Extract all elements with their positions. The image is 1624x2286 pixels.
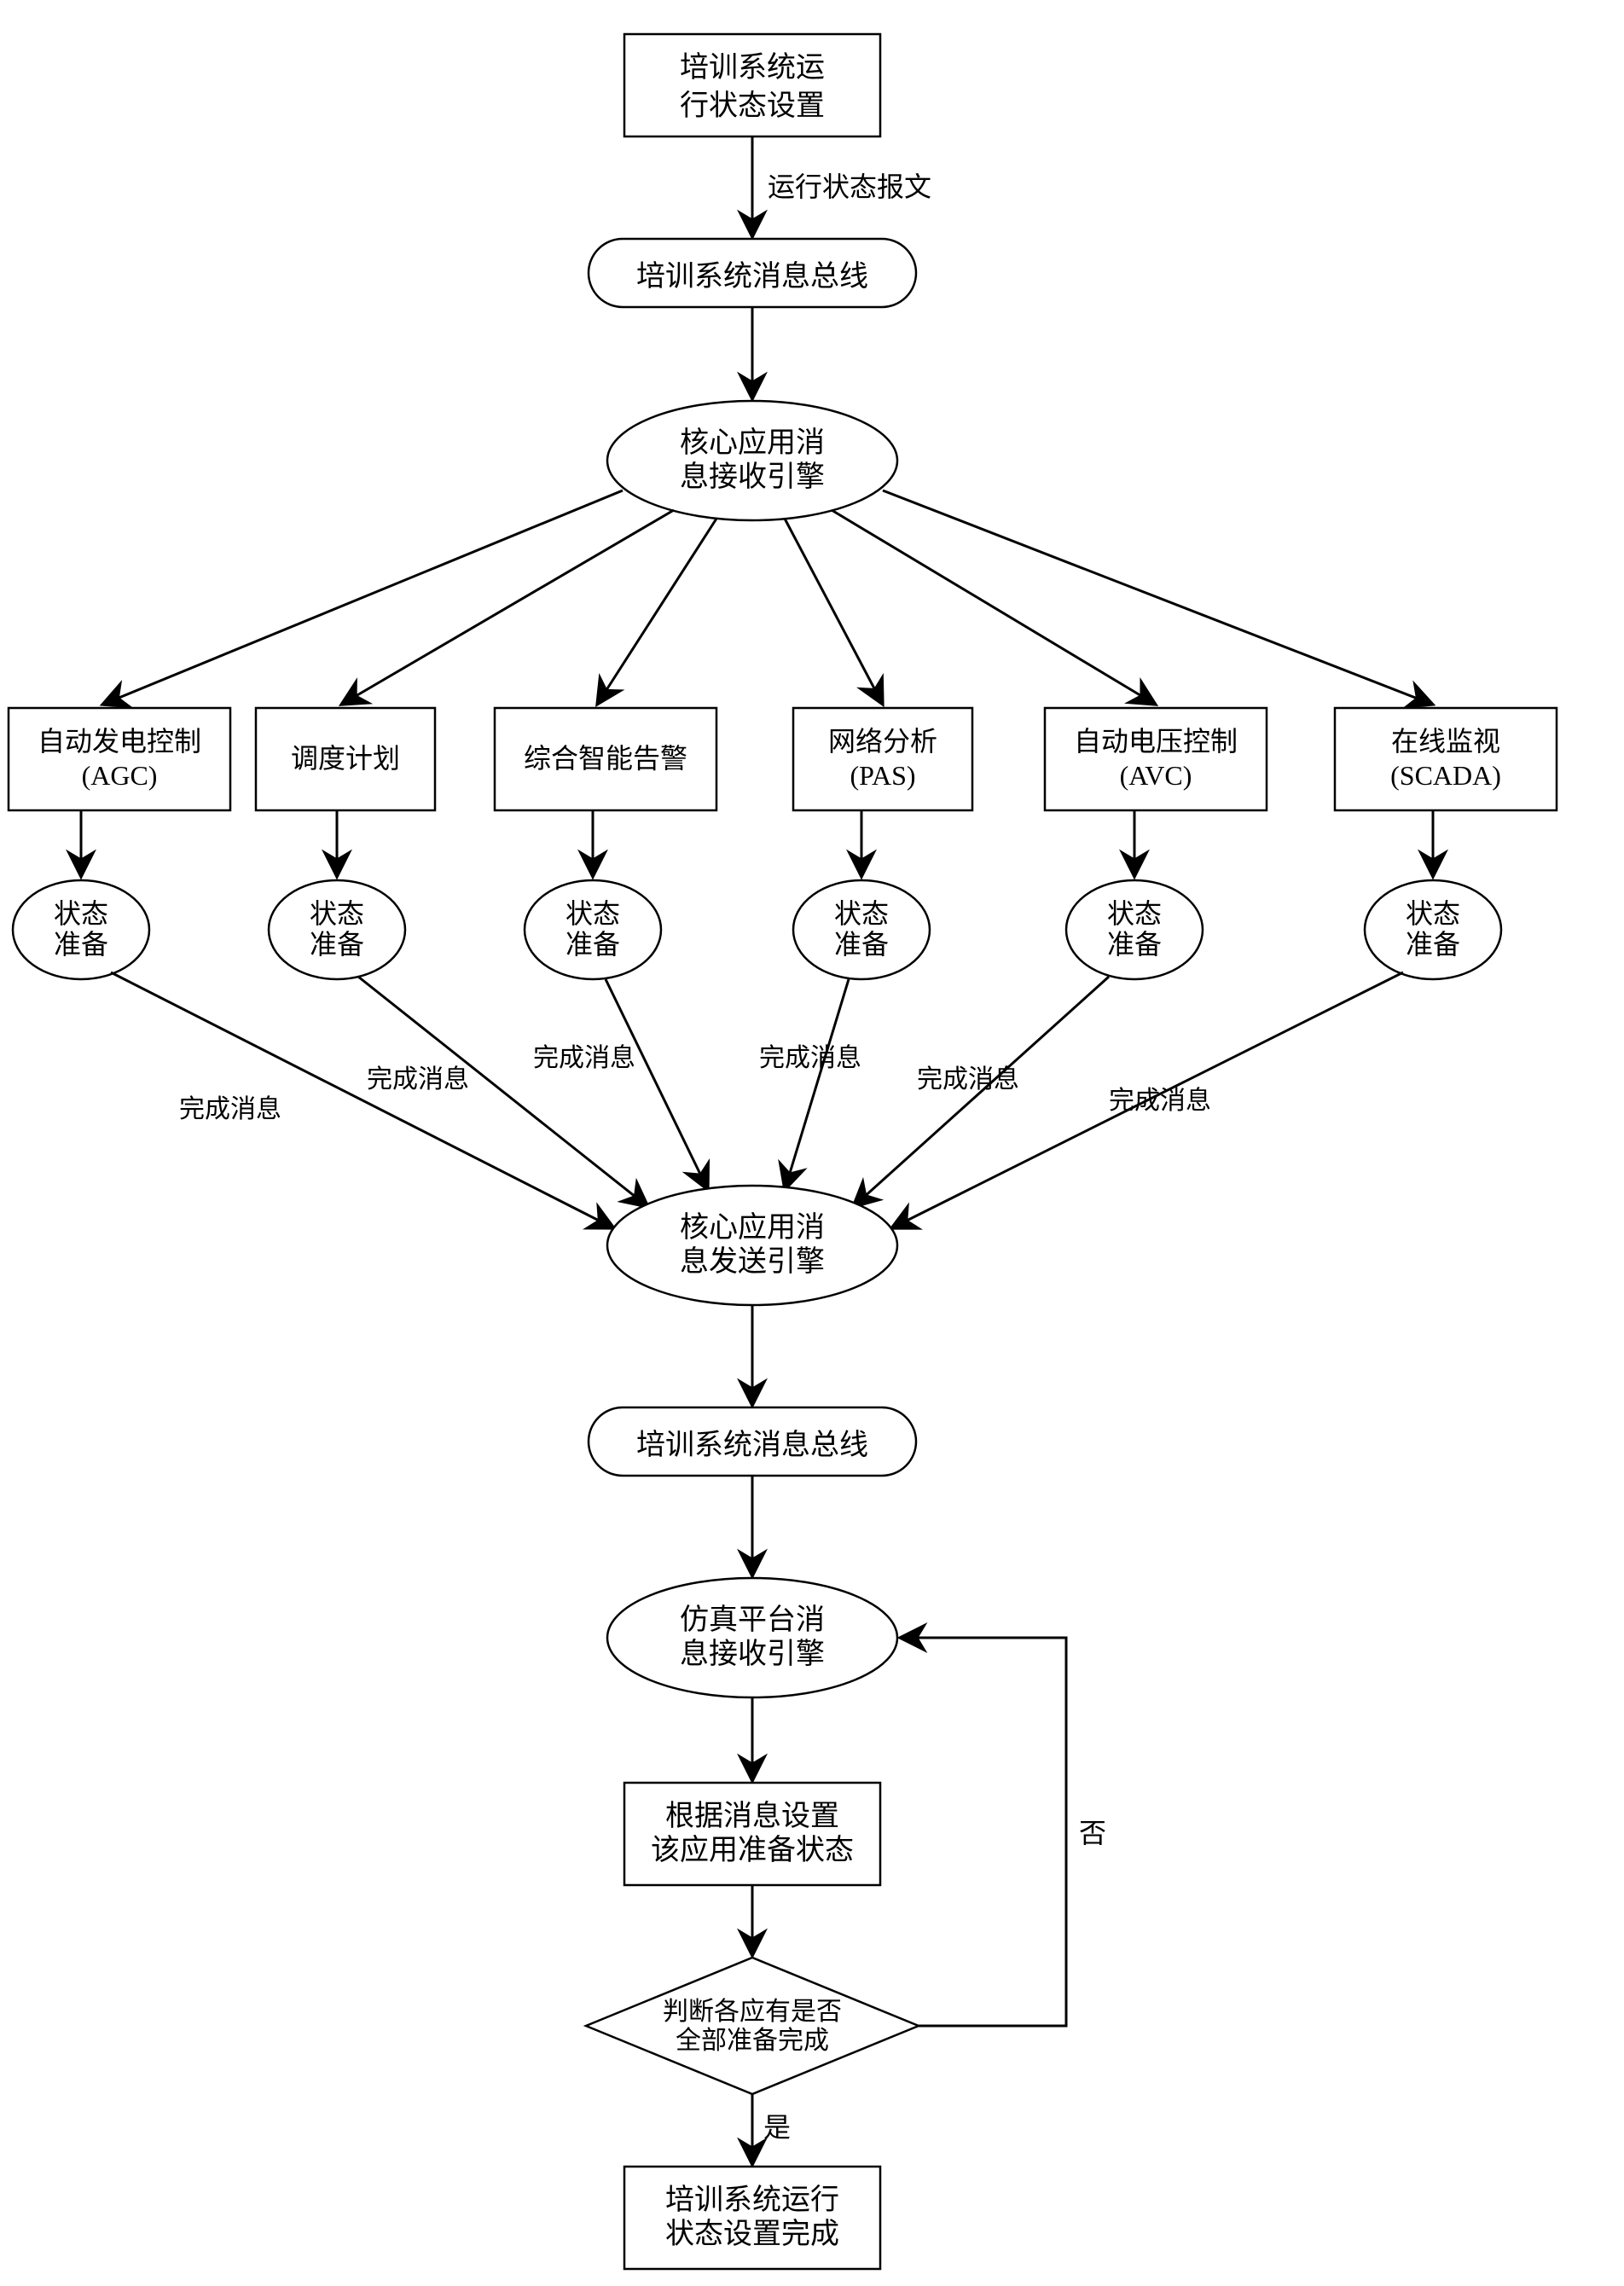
- n7-l0: 根据消息设置: [665, 1800, 839, 1832]
- node-m6: [1335, 708, 1557, 810]
- s5-l0: 状态: [1107, 898, 1162, 929]
- s1-l1: 准备: [54, 929, 108, 960]
- n1-l0: 培训系统运: [680, 51, 825, 84]
- m4-l0: 网络分析: [828, 726, 937, 757]
- m5-l0: 自动电压控制: [1074, 726, 1238, 757]
- edge-n3-m6: [883, 490, 1433, 705]
- s5-l1: 准备: [1107, 929, 1162, 960]
- node-n7: [624, 1783, 880, 1885]
- m1-l0: 自动发电控制: [38, 726, 201, 757]
- m6-l0: 在线监视: [1391, 726, 1500, 757]
- n3-l1: 息接收引擎: [680, 461, 825, 493]
- edge-label-c1: 完成消息: [179, 1095, 281, 1123]
- s2-l1: 准备: [310, 929, 364, 960]
- node-n8: [586, 1958, 919, 2094]
- s4-l0: 状态: [834, 898, 889, 929]
- m1-l1: (AGC): [82, 760, 158, 791]
- node-m1: [9, 708, 230, 810]
- edge-label-c2: 完成消息: [367, 1065, 469, 1094]
- n4-l0: 核心应用消: [680, 1211, 825, 1244]
- edge-label-yes: 是: [763, 2112, 791, 2143]
- edge-label-e1: 运行状态报文: [768, 171, 931, 202]
- n6-l0: 仿真平台消: [680, 1604, 825, 1636]
- s4-l1: 准备: [834, 929, 889, 960]
- n6-l1: 息接收引擎: [680, 1638, 825, 1670]
- node-m5: [1045, 708, 1267, 810]
- m3-l0: 综合智能告警: [524, 743, 687, 774]
- s1-l0: 状态: [54, 898, 108, 929]
- edge-label-c6: 完成消息: [1109, 1087, 1211, 1115]
- s6-l1: 准备: [1406, 929, 1460, 960]
- n1-l1: 行状态设置: [680, 90, 825, 122]
- edge-s4-n4: [785, 979, 849, 1190]
- edge-n3-m4: [785, 519, 883, 705]
- n9-l1: 状态设置完成: [665, 2218, 839, 2250]
- s3-l0: 状态: [566, 898, 620, 929]
- node-n6: [607, 1578, 897, 1697]
- n8-l0: 判断各应有是否: [663, 1998, 842, 2026]
- flowchart-diagram: 培训系统运 行状态设置 运行状态报文 培训系统消息总线 核心应用消 息接收引擎 …: [0, 0, 1624, 2286]
- node-n9: [624, 2167, 880, 2269]
- edge-n3-m1: [102, 490, 623, 705]
- n4-l1: 息发送引擎: [680, 1245, 825, 1278]
- s3-l1: 准备: [566, 929, 620, 960]
- edge-n3-m2: [341, 510, 674, 705]
- s2-l0: 状态: [310, 898, 364, 929]
- n7-l1: 该应用准备状态: [651, 1834, 854, 1866]
- m6-l1: (SCADA): [1390, 760, 1501, 791]
- edge-label-c3: 完成消息: [533, 1044, 635, 1072]
- m5-l1: (AVC): [1120, 760, 1192, 791]
- n3-l0: 核心应用消: [680, 426, 825, 459]
- m4-l1: (PAS): [850, 760, 915, 791]
- node-n4: [607, 1186, 897, 1305]
- n2-l0: 培训系统消息总线: [636, 260, 868, 293]
- edge-n3-m5: [832, 510, 1156, 705]
- edge-s3-n4: [606, 979, 708, 1190]
- edge-label-c4: 完成消息: [759, 1044, 861, 1072]
- node-n3: [607, 401, 897, 520]
- edge-n3-m3: [597, 519, 716, 705]
- s6-l0: 状态: [1406, 898, 1460, 929]
- n8-l1: 全部准备完成: [676, 2027, 829, 2055]
- edge-n8-n6-no: [900, 1638, 1066, 2026]
- n5-l0: 培训系统消息总线: [636, 1429, 868, 1461]
- node-m4: [793, 708, 972, 810]
- edge-label-c5: 完成消息: [917, 1065, 1019, 1094]
- m2-l0: 调度计划: [291, 743, 400, 774]
- n9-l0: 培训系统运行: [665, 2184, 839, 2216]
- edge-label-no: 否: [1079, 1818, 1106, 1848]
